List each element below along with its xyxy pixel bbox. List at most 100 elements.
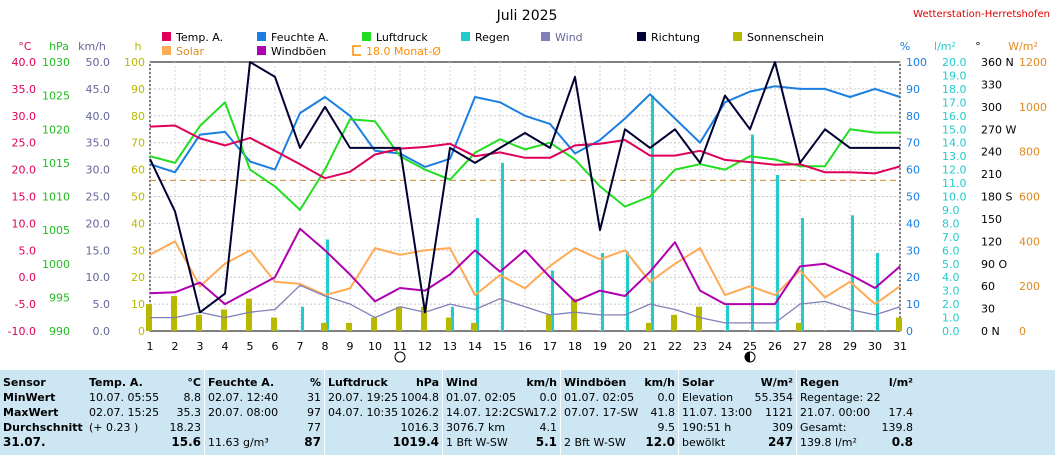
series-line-luftdruck [149,101,900,211]
axis-tick-label: 80 [131,110,145,123]
axis-unit: % [900,40,910,53]
stats-row-max: 04.07. 10:35 1026.2 [325,405,442,420]
bar-regen [301,306,304,331]
stats-cell-time: 190:51 h [682,421,732,434]
legend-label: Temp. A. [175,31,223,44]
stats-cell-time: 02.07. 15:25 [89,406,160,419]
stats-row-min: 20.07. 19:25 1004.8 [325,390,442,405]
stats-column-header: Feuchte A.% [205,375,324,390]
stats-column-title: Solar [682,376,715,389]
stats-cell-value: 31 [307,391,321,404]
stats-column-unit: l/m² [888,376,913,389]
stats-cell-time [564,420,658,435]
stats-cell-value: 139.8 [881,421,914,434]
axis-tick-label: 20 [131,271,145,284]
stats-labels-column: Sensor MinWert MaxWert Durchschnitt 31.0… [0,370,86,455]
axis-tick-label: 100 [906,56,927,69]
axis-solar: 1200 1000 800 600 400 200 0 W/m² [1008,40,1047,338]
axis-tick-label: 30 [906,244,920,257]
axis-tick-label: 0 [138,325,145,338]
x-tick-label: 12 [418,340,432,353]
stats-cell-value: 1004.8 [400,391,440,404]
axis-tick-label: 330 [981,78,1002,91]
stats-row-min: 10.07. 05:55 8.8 [86,390,204,405]
axis-tick-label: 70 [131,137,145,150]
axis-tick-label: 50.0 [86,56,111,69]
stats-label-min: MinWert [3,391,56,404]
stats-cell-time: Gesamt: [800,421,847,434]
stats-row-min: 02.07. 12:40 31 [205,390,324,405]
axis-unit: °C [18,40,32,53]
axis-tick-label: 10 [906,298,920,311]
legend-label: Luftdruck [376,31,428,44]
x-tick-label: 28 [818,340,832,353]
stats-current-value: 247 [767,435,793,449]
axis-tick-label: 20.0 [86,217,111,230]
stats-column-header: Luftdruck hPa [325,375,442,390]
axis-tick-label: 200 [1019,280,1040,293]
legend-item: Regen [461,31,510,44]
stats-row-min: 01.07. 02:05 0.0 [561,390,678,405]
stats-column-unit: % [309,376,321,389]
x-tick-label: 20 [618,340,632,353]
bar-sonnenschein [546,314,552,331]
stats-cell-time: 01.07. 02:05 [446,391,517,404]
axis-tick-label: 5.0 [93,298,111,311]
axis-tick-label: 1200 [1019,56,1047,69]
axis-tick-label: 1000 [42,258,70,271]
axis-tick-label: 40 [906,217,920,230]
stats-row-min: Regentage: 22 [797,390,916,405]
stats-cell-time: (+ 0.23 ) [89,421,139,434]
x-tick-label: 16 [518,340,532,353]
bar-regen [326,239,329,331]
stats-cell-time: 07.07. 17-SW [564,406,639,419]
axis-unit: hPa [49,40,69,53]
axis-tick-label: 6.0 [942,244,960,257]
bar-regen [751,134,754,331]
stats-column-unit: km/h [644,376,675,389]
x-tick-label: 2 [172,340,179,353]
x-tick-label: 15 [493,340,507,353]
bar-regen [776,174,779,331]
x-tick-label: 21 [643,340,657,353]
station-name: Wetterstation-Herretshofen [913,9,1050,20]
stats-current-note: 2 Bft W-SW [564,436,626,449]
legend-swatch [162,32,171,41]
bar-sonnenschein [346,322,352,331]
legend-swatch [257,46,266,55]
stats-cell-time: 02.07. 12:40 [208,391,279,404]
axis-tick-label: 120 [981,235,1002,248]
x-tick-label: 30 [868,340,882,353]
axis-tick-label: 600 [1019,191,1040,204]
x-tick-label: 22 [668,340,682,353]
stats-current-value: 1019.4 [392,435,439,449]
bar-regen [451,306,454,331]
x-tick-label: 9 [347,340,354,353]
bar-sonnenschein [371,317,377,331]
stats-date: 31.07. [3,435,46,449]
axis-tick-label: 35.0 [86,137,111,150]
stats-cell-value: 1016.3 [400,421,440,434]
axis-tick-label: 60 [981,280,995,293]
series-line-richtung [149,61,900,314]
stats-current-value: 0.8 [891,435,913,449]
stats-cell-time: Regentage: 22 [800,391,881,404]
bar-regen [876,252,879,331]
legend-swatch [257,32,266,41]
stats-cell-time: 14.07. 12:2CSW [446,406,533,419]
x-tick-label: 14 [468,340,482,353]
axis-tick-label: 12.0 [942,164,967,177]
axis-tick-label: 300 [981,101,1002,114]
axis-unit: km/h [78,40,106,53]
axis-tick-label: 90 O [981,258,1007,271]
legend-item: Temp. A. [162,31,223,44]
stats-column-title: Temp. A. [89,376,143,389]
axis-tick-label: 0.0 [19,271,37,284]
axis-tick-label: 20.0 [12,164,37,177]
stats-column-title: Wind [446,376,478,389]
axis-tick-label: 13.0 [942,150,967,163]
stats-row-max: 21.07. 00:00 17.4 [797,405,916,420]
stats-column-header: Wind km/h [443,375,560,390]
x-tick-label: 25 [743,340,757,353]
stats-cell-time: 21.07. 00:00 [800,406,871,419]
